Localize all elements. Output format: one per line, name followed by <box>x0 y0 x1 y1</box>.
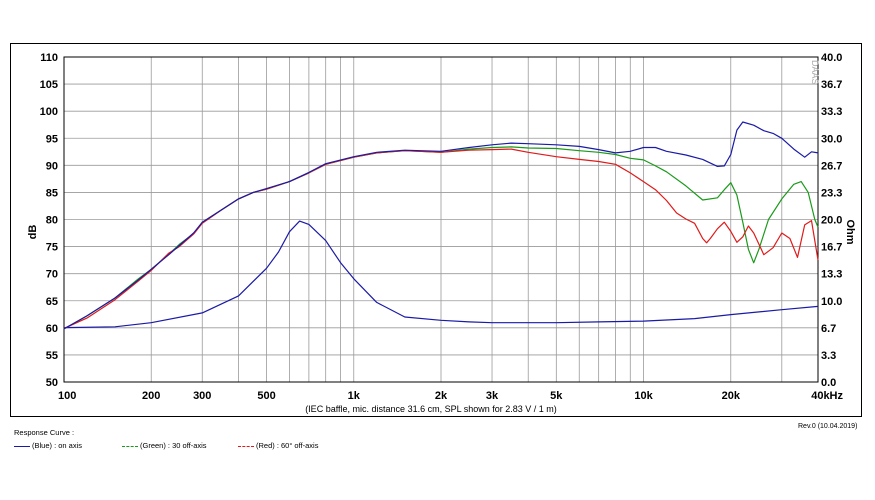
y2-tick-label: 20.0 <box>821 215 842 227</box>
legend-item-green: (Green) : 30 off-axis <box>122 441 207 450</box>
legend-label: (Green) : 30 off-axis <box>140 441 207 450</box>
response-chart: 50 55 60 65 70 75 80 85 90 95 100 105 110 0.0 3.3 6.7 1… <box>27 52 856 414</box>
legend-swatch <box>238 445 254 447</box>
y-tick-label: 95 <box>46 133 58 145</box>
y2-tick-label: 30.0 <box>821 133 842 145</box>
y-tick-label: 65 <box>46 296 58 308</box>
y2-tick-label: 40.0 <box>821 52 842 64</box>
y-tick-label: 100 <box>40 106 58 118</box>
y2-tick-label: 6.7 <box>821 323 836 335</box>
x-axis-caption: (IEC baffle, mic. distance 31.6 cm, SPL … <box>305 404 557 414</box>
y-tick-label: 105 <box>40 79 58 91</box>
y2-tick-label: 36.7 <box>821 79 842 91</box>
x-tick-label: 2k <box>435 390 448 402</box>
revision-label: Rev.0 (10.04.2019) <box>798 423 858 430</box>
grid <box>64 57 818 382</box>
legend-label: (Red) : 60° off-axis <box>256 441 319 450</box>
legend-item-red: (Red) : 60° off-axis <box>238 441 318 450</box>
y-tick-label: 80 <box>46 215 58 227</box>
x-tick-label: 200 <box>142 390 160 402</box>
y2-axis-title: Ohm <box>844 219 856 244</box>
y-tick-label: 110 <box>40 52 58 64</box>
y2-tick-label: 26.7 <box>821 160 842 172</box>
x-tick-label: 300 <box>193 390 211 402</box>
y-tick-label: 50 <box>46 377 58 389</box>
series-line-impedance <box>63 220 819 329</box>
y2-tick-label: 13.3 <box>821 269 842 281</box>
y-axis-tick-labels: 50 55 60 65 70 75 80 85 90 95 100 105 110 <box>40 52 58 389</box>
x-tick-label: 20k <box>722 390 741 402</box>
y2-tick-label: 10.0 <box>821 296 842 308</box>
x-axis-tick-labels: 100 200 300 500 1k 2k 3k 5k 10k 20k 40kHz <box>58 390 844 402</box>
legend-swatch <box>14 445 30 447</box>
y2-tick-label: 33.3 <box>821 106 842 118</box>
y2-tick-label: 3.3 <box>821 350 836 362</box>
y-tick-label: 70 <box>46 269 58 281</box>
y-axis-title: dB <box>27 225 39 240</box>
legend-title: Response Curve : <box>14 428 75 437</box>
x-tick-label: 3k <box>486 390 499 402</box>
x-tick-label: 100 <box>58 390 76 402</box>
y-tick-label: 90 <box>46 160 58 172</box>
x-tick-label: 40kHz <box>811 390 843 402</box>
chart-frame: 50 55 60 65 70 75 80 85 90 95 100 105 110 0.0 3.3 6.7 1… <box>10 43 862 417</box>
watermark-logo: DAAS <box>810 60 820 85</box>
y-tick-label: 55 <box>46 350 58 362</box>
series-lines <box>63 121 819 330</box>
y2-axis-tick-labels: 0.0 3.3 6.7 10.0 13.3 16.7 20.0 23.3 26.7 30.0 33.… <box>821 52 842 389</box>
x-tick-label: 10k <box>634 390 653 402</box>
x-tick-label: 1k <box>348 390 361 402</box>
y2-tick-label: 23.3 <box>821 187 842 199</box>
y-tick-label: 85 <box>46 187 58 199</box>
x-tick-label: 5k <box>550 390 563 402</box>
y-tick-label: 75 <box>46 242 58 254</box>
y2-tick-label: 0.0 <box>821 377 836 389</box>
legend-label: (Blue) : on axis <box>32 441 83 450</box>
series-line-blue <box>63 121 819 330</box>
y-tick-label: 60 <box>46 323 58 335</box>
x-tick-label: 500 <box>257 390 275 402</box>
y2-tick-label: 16.7 <box>821 242 842 254</box>
legend-item-blue: (Blue) : on axis <box>14 441 82 450</box>
legend-swatch <box>122 445 138 447</box>
plot-border <box>63 56 819 383</box>
